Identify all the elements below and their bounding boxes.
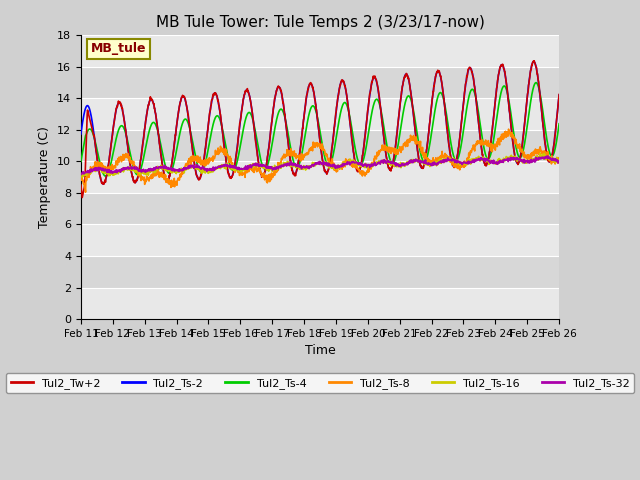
Tul2_Tw+2 bbox=[531, 58, 538, 64]
Tul2_Tw+2 bbox=[394, 121, 402, 127]
Tul2_Ts-32 bbox=[394, 162, 402, 168]
Tul2_Ts-2 bbox=[237, 112, 245, 118]
Tul2_Ts-16 bbox=[499, 157, 506, 163]
Tul2_Ts-8 bbox=[394, 151, 402, 157]
Tul2_Ts-2 bbox=[77, 131, 84, 137]
Tul2_Tw+2 bbox=[499, 61, 506, 67]
Tul2_Ts-32 bbox=[77, 172, 85, 178]
Bar bbox=[81, 256, 559, 288]
Tul2_Ts-4 bbox=[77, 158, 84, 164]
Tul2_Tw+2 bbox=[456, 129, 464, 135]
Bar bbox=[81, 67, 559, 98]
Tul2_Ts-8 bbox=[456, 162, 464, 168]
Tul2_Ts-16 bbox=[536, 151, 544, 156]
Bar bbox=[81, 4, 559, 36]
Line: Tul2_Ts-32: Tul2_Ts-32 bbox=[81, 156, 559, 175]
Bar bbox=[81, 193, 559, 225]
Line: Tul2_Ts-8: Tul2_Ts-8 bbox=[81, 129, 559, 192]
Tul2_Ts-2 bbox=[184, 109, 191, 115]
Tul2_Ts-16 bbox=[172, 170, 180, 176]
Tul2_Tw+2 bbox=[237, 113, 245, 119]
Tul2_Ts-2 bbox=[394, 121, 402, 127]
Tul2_Ts-16 bbox=[77, 172, 84, 178]
Tul2_Ts-8 bbox=[184, 160, 191, 166]
Line: Tul2_Ts-2: Tul2_Ts-2 bbox=[81, 61, 559, 184]
Tul2_Ts-16 bbox=[456, 160, 464, 166]
Tul2_Ts-32 bbox=[556, 159, 563, 165]
Tul2_Tw+2 bbox=[78, 195, 86, 201]
Legend: Tul2_Tw+2, Tul2_Ts-2, Tul2_Ts-4, Tul2_Ts-8, Tul2_Ts-16, Tul2_Ts-32: Tul2_Tw+2, Tul2_Ts-2, Tul2_Ts-4, Tul2_Ts… bbox=[6, 373, 634, 393]
Line: Tul2_Ts-16: Tul2_Ts-16 bbox=[81, 154, 559, 177]
Tul2_Ts-2 bbox=[456, 129, 464, 135]
Tul2_Ts-32 bbox=[77, 171, 84, 177]
Y-axis label: Temperature (C): Temperature (C) bbox=[38, 126, 51, 228]
Tul2_Ts-8 bbox=[82, 189, 90, 195]
Tul2_Tw+2 bbox=[184, 108, 191, 114]
Tul2_Ts-4 bbox=[237, 139, 245, 144]
Tul2_Ts-32 bbox=[184, 165, 191, 171]
Tul2_Ts-4 bbox=[102, 173, 109, 179]
Tul2_Ts-8 bbox=[77, 173, 84, 179]
Tul2_Ts-4 bbox=[456, 146, 464, 152]
Bar bbox=[81, 130, 559, 161]
Line: Tul2_Ts-4: Tul2_Ts-4 bbox=[81, 83, 559, 176]
Tul2_Ts-2 bbox=[172, 128, 180, 134]
Tul2_Ts-2 bbox=[499, 62, 506, 68]
Tul2_Ts-2 bbox=[556, 92, 563, 98]
Tul2_Ts-32 bbox=[456, 159, 464, 165]
Tul2_Ts-8 bbox=[237, 170, 245, 176]
Tul2_Ts-4 bbox=[172, 151, 180, 156]
Tul2_Tw+2 bbox=[556, 92, 563, 97]
Tul2_Tw+2 bbox=[77, 182, 84, 188]
Tul2_Ts-16 bbox=[79, 174, 86, 180]
Tul2_Ts-2 bbox=[530, 59, 538, 64]
Tul2_Ts-4 bbox=[394, 143, 402, 149]
Tul2_Ts-16 bbox=[184, 164, 191, 169]
Tul2_Ts-4 bbox=[556, 121, 563, 127]
Tul2_Ts-8 bbox=[556, 155, 563, 161]
X-axis label: Time: Time bbox=[305, 344, 335, 357]
Tul2_Ts-8 bbox=[499, 134, 506, 140]
Tul2_Ts-8 bbox=[505, 126, 513, 132]
Tul2_Ts-4 bbox=[184, 119, 191, 124]
Tul2_Ts-32 bbox=[544, 153, 552, 159]
Tul2_Ts-4 bbox=[499, 85, 506, 91]
Tul2_Ts-32 bbox=[237, 166, 245, 171]
Tul2_Ts-8 bbox=[172, 179, 180, 185]
Title: MB Tule Tower: Tule Temps 2 (3/23/17-now): MB Tule Tower: Tule Temps 2 (3/23/17-now… bbox=[156, 15, 484, 30]
Line: Tul2_Tw+2: Tul2_Tw+2 bbox=[81, 61, 559, 198]
Tul2_Ts-32 bbox=[172, 168, 180, 174]
Tul2_Ts-2 bbox=[99, 181, 107, 187]
Tul2_Ts-32 bbox=[499, 158, 506, 164]
Tul2_Ts-16 bbox=[394, 163, 402, 169]
Tul2_Ts-16 bbox=[237, 169, 245, 175]
Tul2_Ts-16 bbox=[556, 159, 563, 165]
Tul2_Tw+2 bbox=[172, 128, 180, 134]
Tul2_Ts-4 bbox=[532, 80, 540, 85]
Text: MB_tule: MB_tule bbox=[90, 42, 146, 55]
